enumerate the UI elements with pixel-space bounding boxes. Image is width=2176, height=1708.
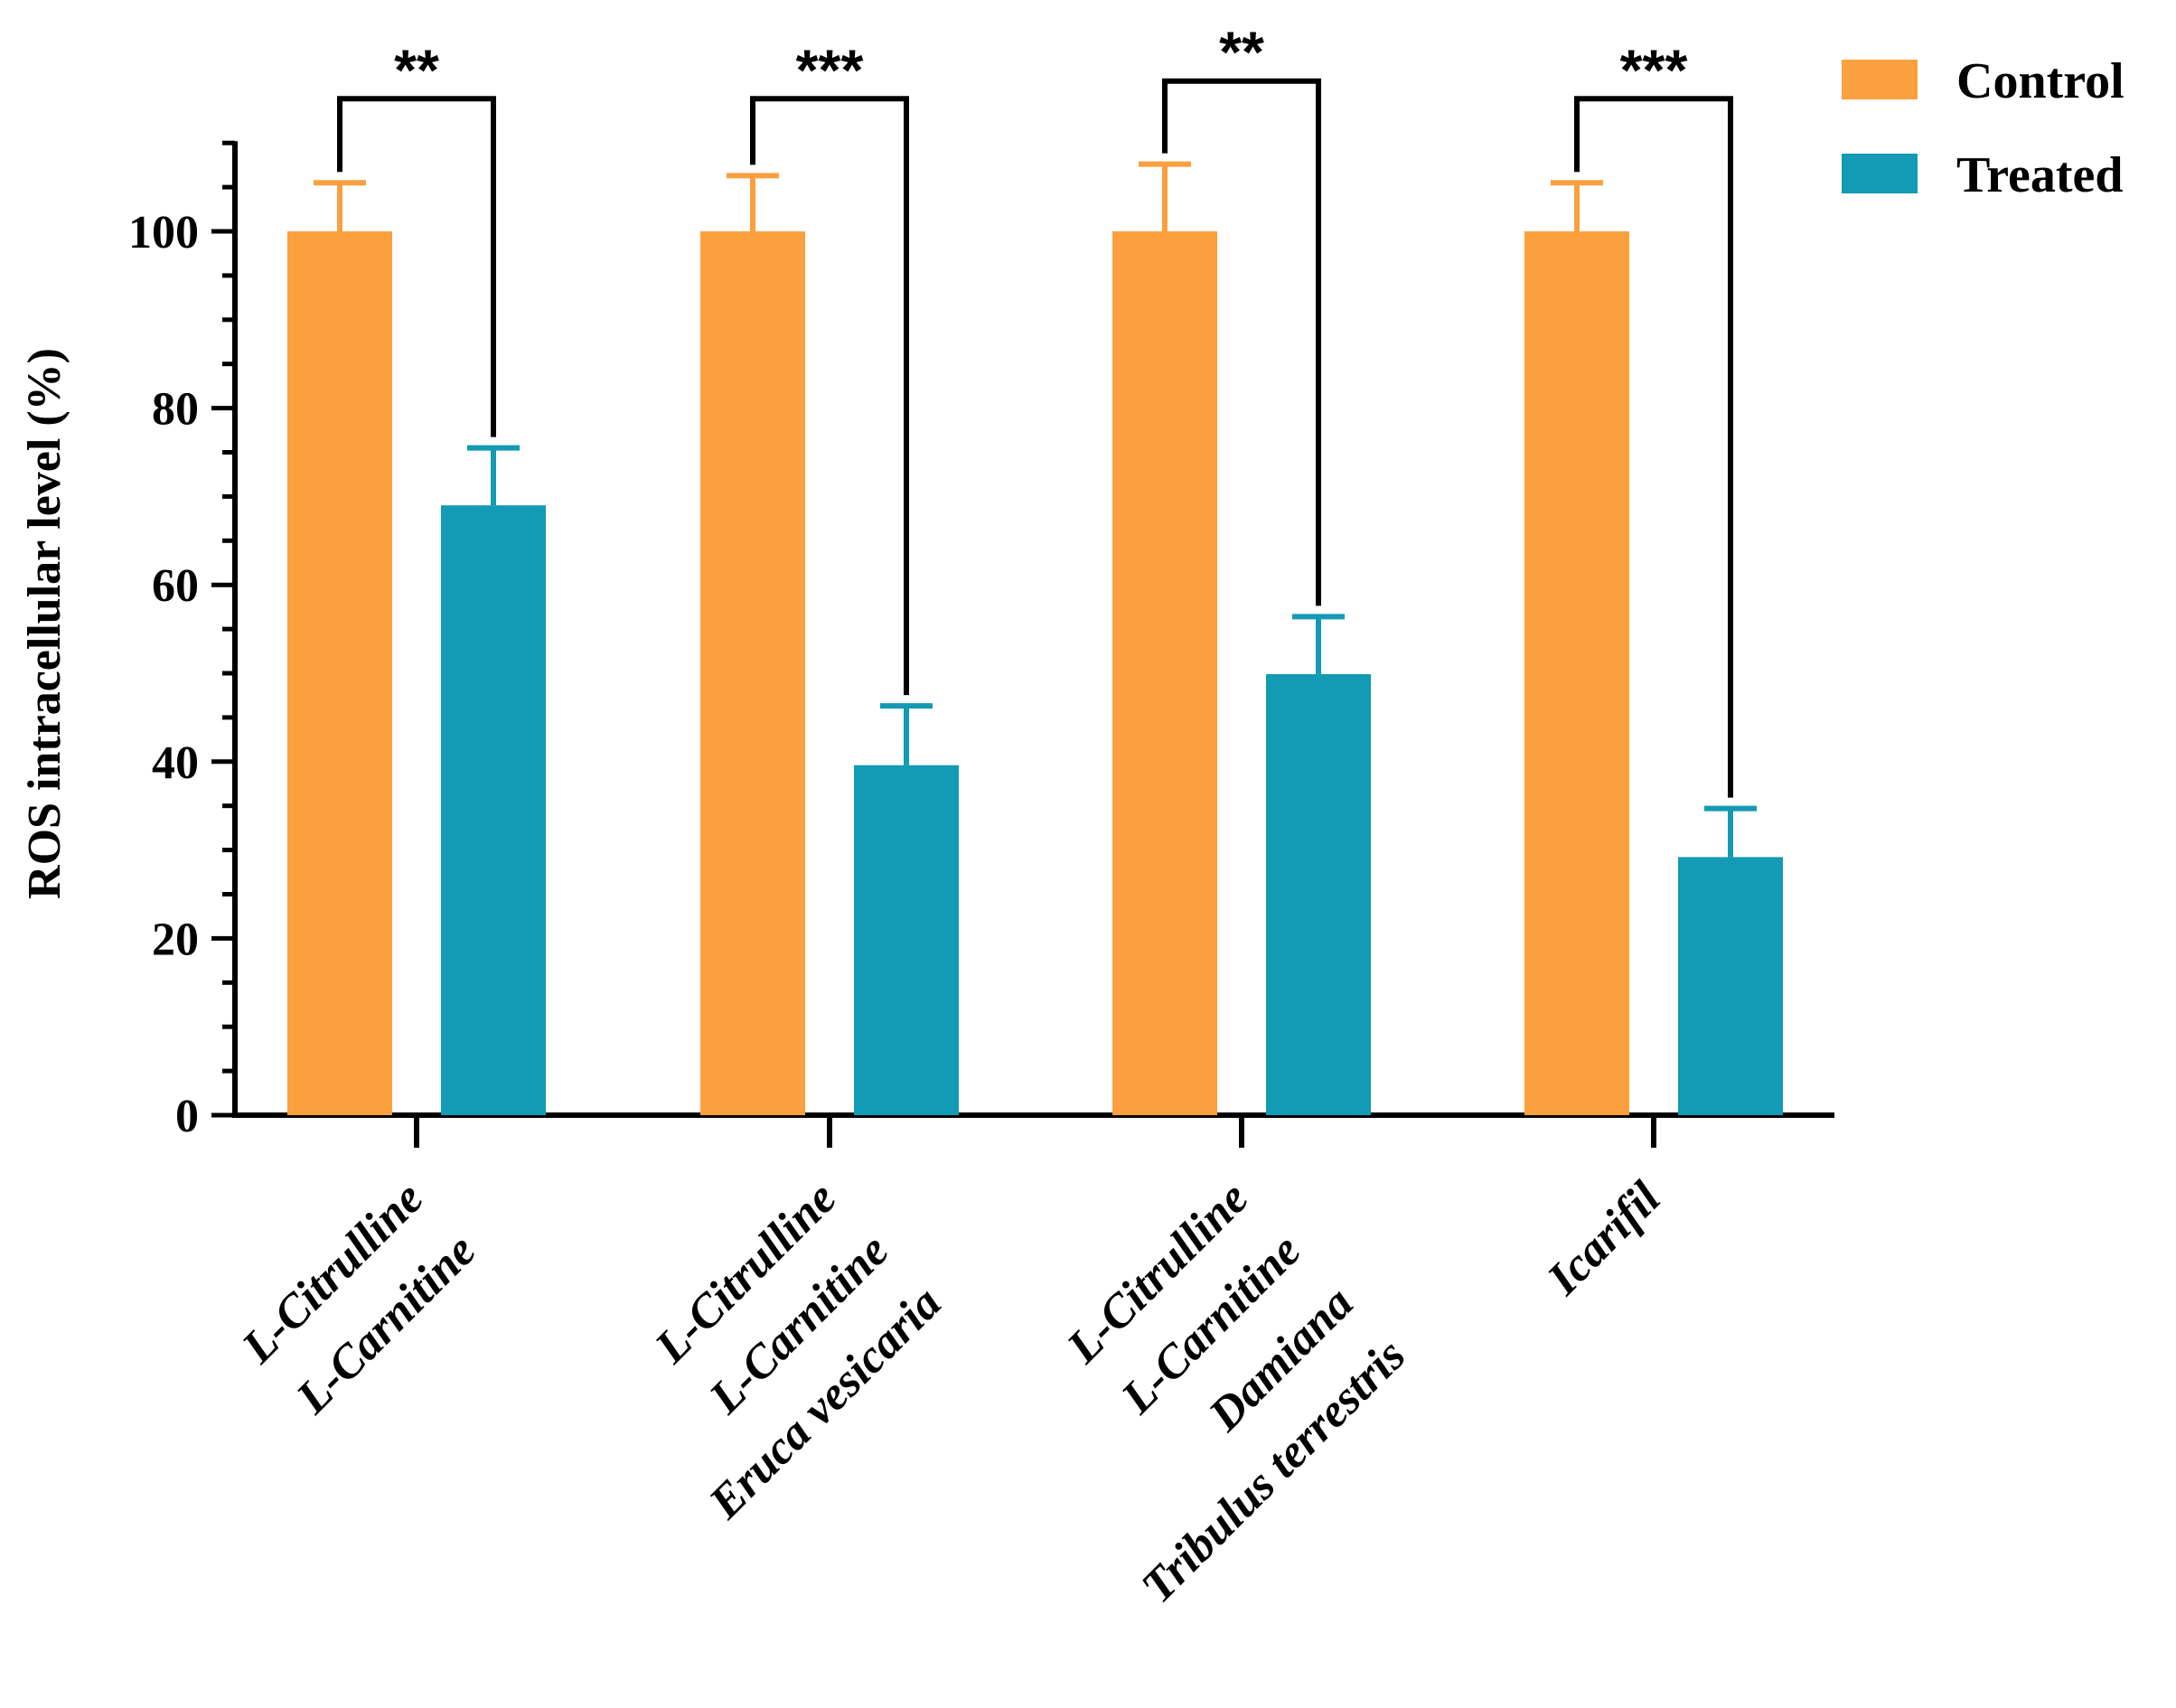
bar-treated bbox=[441, 505, 546, 1115]
significance-label: ** bbox=[394, 37, 439, 102]
y-axis-label: ROS intracellular level (%) bbox=[19, 348, 70, 899]
bar-control bbox=[700, 231, 805, 1115]
legend-swatch-treated bbox=[1842, 154, 1918, 193]
bars bbox=[287, 161, 1783, 1115]
bar-treated bbox=[1678, 857, 1783, 1115]
bar-treated bbox=[854, 765, 959, 1115]
bar-control bbox=[287, 231, 392, 1115]
x-category-label: Icarifil bbox=[1537, 1172, 1671, 1306]
legend-label-control: Control bbox=[1956, 53, 2124, 109]
y-tick-label: 20 bbox=[152, 914, 199, 965]
bar-treated bbox=[1266, 673, 1371, 1115]
significance-bracket bbox=[337, 96, 496, 437]
y-tick-label: 80 bbox=[152, 384, 199, 436]
significance-label: ** bbox=[1219, 20, 1264, 85]
y-tick-label: 40 bbox=[152, 737, 199, 789]
y-tick-label: 0 bbox=[175, 1091, 199, 1142]
legend: Control Treated bbox=[1842, 53, 2124, 203]
significance-label: *** bbox=[1620, 37, 1688, 102]
bar-control bbox=[1112, 231, 1217, 1115]
legend-label-treated: Treated bbox=[1956, 147, 2124, 203]
legend-swatch-control bbox=[1842, 60, 1918, 99]
y-tick-label: 100 bbox=[128, 207, 199, 258]
y-tick-label: 60 bbox=[152, 560, 199, 612]
bar-control bbox=[1524, 231, 1629, 1115]
significance-brackets: ** *** ** *** bbox=[337, 20, 1733, 798]
significance-bracket bbox=[1162, 78, 1321, 606]
significance-bracket bbox=[1574, 96, 1733, 798]
significance-label: *** bbox=[796, 37, 864, 102]
significance-bracket bbox=[750, 96, 909, 696]
